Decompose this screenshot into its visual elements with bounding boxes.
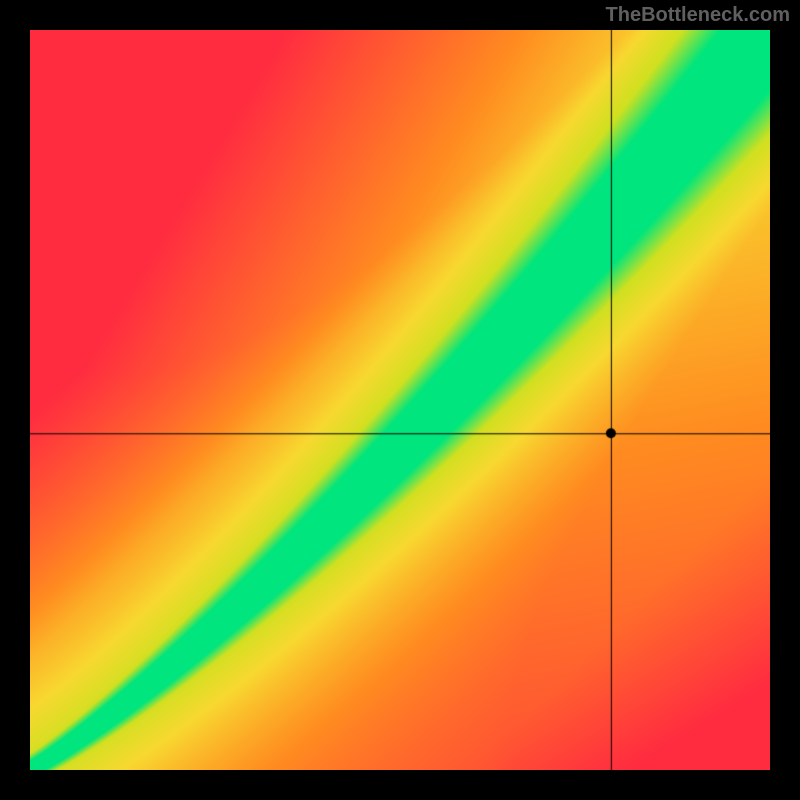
heatmap-plot [30, 30, 770, 770]
heatmap-canvas [30, 30, 770, 770]
chart-container: TheBottleneck.com [0, 0, 800, 800]
attribution-text: TheBottleneck.com [606, 4, 790, 27]
